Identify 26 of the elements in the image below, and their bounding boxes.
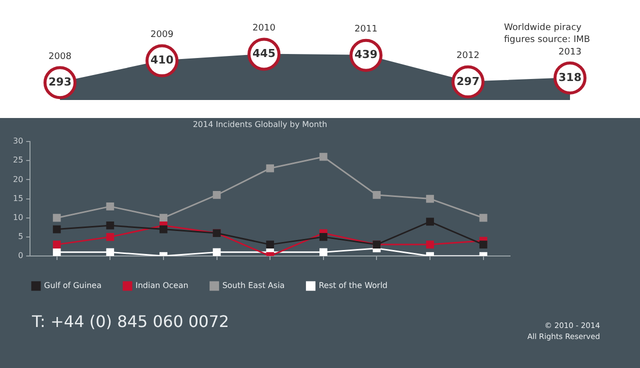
text: Worldwide piracy figures source: IMB: [504, 22, 592, 46]
x-tick-label: 2008: [48, 52, 72, 62]
legend-label: Gulf of Guinea: [44, 281, 102, 290]
data-label: 293: [48, 76, 72, 88]
data-label: 410: [150, 54, 174, 67]
data-label: 318: [558, 70, 582, 84]
data-label: 439: [354, 48, 378, 62]
x-tick-label: 2009: [150, 30, 174, 40]
y-tick-label: 5: [18, 232, 24, 242]
y-tick-label: 30: [12, 136, 24, 146]
legend-label: Indian Ocean: [135, 281, 188, 290]
legend-label: South East Asia: [222, 281, 285, 290]
y-tick-label: 15: [12, 194, 24, 203]
data-label: 445: [252, 47, 276, 60]
x-tick-label: 2013: [558, 47, 582, 58]
x-tick-label: 2011: [354, 24, 378, 35]
x-tick-label: 2012: [456, 51, 480, 62]
y-tick-label: 25: [12, 156, 24, 165]
y-tick-label: 10: [12, 212, 24, 222]
legend-label: Rest of the World: [318, 281, 388, 290]
text: T: +44 (0) 845 060 0072: [32, 312, 230, 331]
chart-title: 2014 Incidents Globally by Month: [192, 120, 328, 129]
y-tick-label: 0: [18, 251, 24, 260]
y-tick-label: 20: [12, 174, 24, 184]
data-label: 297: [456, 74, 480, 88]
x-tick-label: 2010: [252, 24, 276, 34]
